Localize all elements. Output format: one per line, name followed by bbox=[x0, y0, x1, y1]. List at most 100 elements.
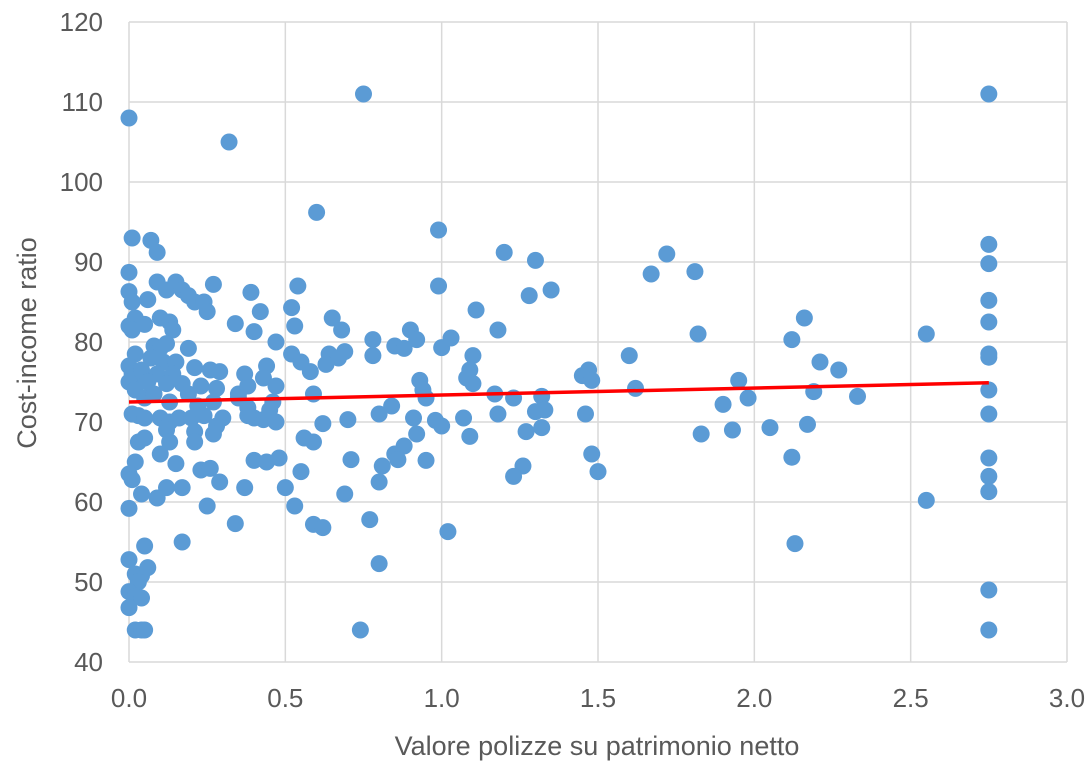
data-point bbox=[533, 419, 551, 437]
data-point bbox=[289, 277, 307, 295]
data-point bbox=[170, 409, 188, 427]
data-point bbox=[583, 445, 601, 463]
y-tick-label: 70 bbox=[74, 407, 103, 437]
data-point bbox=[439, 523, 457, 541]
data-point bbox=[980, 291, 998, 309]
data-point bbox=[355, 85, 372, 103]
data-point bbox=[505, 467, 523, 485]
x-tick-label: 2.0 bbox=[736, 683, 772, 713]
data-point bbox=[333, 321, 351, 339]
data-point bbox=[980, 621, 998, 639]
data-point bbox=[148, 243, 166, 261]
trendline bbox=[128, 381, 989, 404]
y-tick-label: 110 bbox=[62, 87, 103, 117]
data-point bbox=[489, 405, 507, 423]
y-tick-label: 40 bbox=[74, 647, 103, 677]
data-point bbox=[589, 463, 607, 481]
y-tick-label: 50 bbox=[74, 567, 103, 597]
y-tick-label: 100 bbox=[60, 167, 103, 197]
data-point bbox=[723, 421, 741, 439]
data-point bbox=[220, 133, 238, 151]
data-point bbox=[464, 347, 482, 365]
x-tick-label: 3.0 bbox=[1049, 683, 1085, 713]
x-tick-label: 0.0 bbox=[111, 683, 147, 713]
data-point bbox=[433, 417, 451, 435]
data-point bbox=[811, 353, 829, 371]
data-point bbox=[430, 221, 448, 239]
data-point bbox=[226, 315, 244, 333]
data-point bbox=[783, 448, 801, 466]
data-point bbox=[917, 491, 935, 509]
data-point bbox=[714, 395, 732, 413]
data-point bbox=[517, 423, 535, 441]
data-point bbox=[120, 499, 138, 517]
data-point bbox=[980, 483, 998, 501]
data-point bbox=[242, 283, 260, 301]
data-point bbox=[980, 313, 998, 331]
data-point bbox=[136, 621, 154, 639]
data-point bbox=[239, 407, 257, 425]
data-point bbox=[276, 479, 294, 497]
data-point bbox=[211, 363, 229, 381]
data-point bbox=[286, 497, 304, 515]
data-point bbox=[383, 397, 401, 415]
data-point bbox=[267, 413, 285, 431]
data-point bbox=[692, 425, 710, 443]
x-tick-label: 1.5 bbox=[580, 683, 616, 713]
data-point bbox=[442, 329, 460, 347]
data-point bbox=[739, 389, 757, 407]
data-point bbox=[405, 409, 423, 427]
data-point bbox=[361, 511, 379, 529]
data-point bbox=[267, 377, 285, 395]
data-point bbox=[211, 473, 229, 491]
data-point bbox=[370, 555, 388, 573]
data-point bbox=[980, 405, 998, 423]
y-tick-label: 60 bbox=[74, 487, 103, 517]
data-point bbox=[542, 281, 560, 299]
data-point bbox=[627, 379, 645, 397]
x-tick-label: 2.5 bbox=[893, 683, 929, 713]
data-point bbox=[430, 277, 448, 295]
data-point bbox=[239, 377, 257, 395]
data-point bbox=[201, 459, 219, 477]
data-point bbox=[198, 497, 216, 515]
data-point bbox=[980, 381, 998, 399]
x-tick-label: 0.5 bbox=[267, 683, 303, 713]
data-point bbox=[139, 291, 157, 309]
data-point bbox=[179, 339, 197, 357]
data-point bbox=[730, 371, 748, 389]
data-point bbox=[980, 85, 998, 103]
data-point bbox=[136, 429, 154, 447]
trendline-group bbox=[128, 381, 989, 404]
data-point bbox=[161, 433, 179, 451]
x-tick-labels: 0.0 0.5 1.0 1.5 2.0 2.5 3.0 bbox=[111, 683, 1085, 713]
data-point bbox=[314, 519, 332, 537]
data-point bbox=[526, 251, 544, 269]
y-tick-label: 80 bbox=[74, 327, 103, 357]
data-point bbox=[461, 427, 479, 445]
data-point bbox=[204, 393, 222, 411]
x-axis-title: Valore polizze su patrimonio netto bbox=[395, 731, 800, 761]
data-point bbox=[489, 321, 507, 339]
data-point bbox=[455, 409, 473, 427]
y-tick-label: 90 bbox=[74, 247, 103, 277]
grid-lines bbox=[128, 21, 1068, 663]
data-point bbox=[164, 321, 182, 339]
data-point bbox=[136, 537, 154, 555]
data-point bbox=[158, 335, 176, 353]
data-point bbox=[417, 389, 435, 407]
data-point bbox=[148, 489, 166, 507]
data-point bbox=[314, 415, 332, 433]
data-point bbox=[786, 535, 804, 553]
data-point bbox=[292, 463, 310, 481]
data-point bbox=[323, 309, 341, 327]
data-point bbox=[173, 479, 191, 497]
data-point bbox=[583, 371, 601, 389]
data-point bbox=[408, 331, 426, 349]
data-point bbox=[204, 425, 222, 443]
data-point bbox=[373, 457, 391, 475]
data-point bbox=[167, 455, 185, 473]
data-point bbox=[226, 515, 244, 533]
data-point bbox=[245, 323, 263, 341]
